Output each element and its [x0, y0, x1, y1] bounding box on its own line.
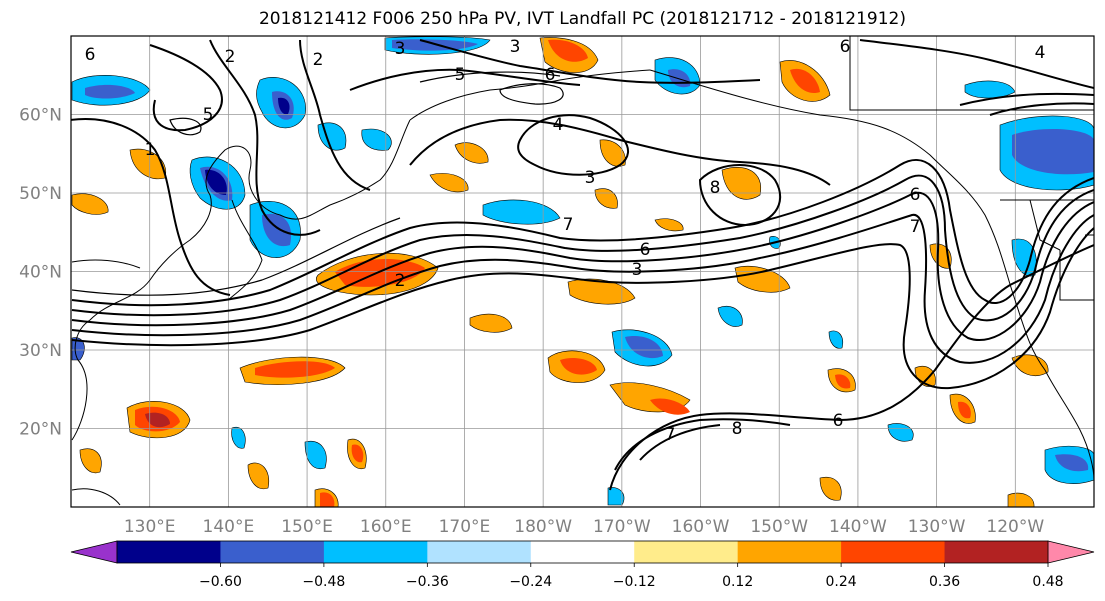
lon-label: 160°W	[672, 517, 730, 537]
lon-label: 120°W	[986, 517, 1044, 537]
coastlines	[71, 36, 1094, 506]
contour-label: 3	[632, 260, 643, 280]
longitude-labels: 130°E 140°E 150°E 160°E 170°E 180°W 170°W 160°W…	[124, 517, 1045, 537]
colorbar-tick-label: −0.36	[406, 574, 449, 590]
colorbar-tick-label: 0.36	[929, 574, 960, 590]
lon-label: 160°E	[360, 517, 412, 537]
lon-label: 170°E	[439, 517, 491, 537]
lon-label: 130°E	[124, 517, 176, 537]
colorbar-segment	[737, 541, 842, 563]
contour-label: 5	[203, 105, 214, 125]
contour-label: 3	[585, 168, 596, 188]
lat-label: 30°N	[19, 341, 62, 361]
lon-label: 150°E	[281, 517, 333, 537]
contour-label: 6	[840, 37, 851, 57]
lat-label: 50°N	[19, 184, 62, 204]
lon-label: 140°W	[829, 517, 887, 537]
colorbar-segment	[634, 541, 739, 563]
colorbar-segment	[530, 541, 635, 563]
contour-label: 7	[563, 215, 574, 235]
contour-label: 2	[225, 47, 236, 67]
lon-label: 180°W	[514, 517, 572, 537]
contour-label: 7	[665, 425, 676, 445]
colorbar-frame	[116, 540, 1049, 564]
contour-label: 6	[640, 240, 651, 260]
lat-label: 60°N	[19, 106, 62, 126]
colorbar-segment	[427, 541, 532, 563]
colorbar: −0.60 −0.48 −0.36 −0.24 −0.12 0.12 0.24 0.36 0.4…	[70, 540, 1095, 590]
contour-label: 4	[553, 115, 564, 135]
colorbar-extend-low	[70, 540, 118, 564]
lat-label: 40°N	[19, 263, 62, 283]
colorbar-tick-label: 0.24	[826, 574, 857, 590]
contour-label: 8	[732, 419, 743, 439]
pv-contours-thin	[71, 71, 564, 296]
colorbar-tick-label: −0.12	[613, 574, 656, 590]
colorbar-segment	[220, 541, 325, 563]
colorbar-tick-label: −0.60	[199, 574, 242, 590]
contour-label: 2	[395, 271, 406, 291]
contour-label: 8	[710, 178, 721, 198]
contour-label: 3	[395, 39, 406, 59]
contour-label: 6	[85, 45, 96, 65]
colorbar-tick-label: −0.48	[302, 574, 345, 590]
contour-label: 6	[833, 411, 844, 431]
positive-anomaly-regions	[71, 37, 1049, 507]
colorbar-tick-label: 0.12	[722, 574, 753, 590]
contour-label: 7	[910, 217, 921, 237]
negative-anomaly-regions	[71, 36, 1094, 506]
colorbar-tick-label: −0.24	[509, 574, 552, 590]
colorbar-segment	[944, 541, 1049, 563]
map-border	[70, 35, 1095, 508]
contour-label: 6	[910, 185, 921, 205]
lon-label: 140°E	[203, 517, 255, 537]
colorbar-extend-high	[1047, 540, 1095, 564]
contour-label: 2	[313, 50, 324, 70]
colorbar-tick-label: 0.48	[1032, 574, 1063, 590]
latitude-labels: 60°N 50°N 40°N 30°N 20°N	[19, 106, 62, 440]
map-title: 2018121412 F006 250 hPa PV, IVT Landfall…	[258, 9, 906, 29]
pv-contours	[71, 39, 1094, 491]
contour-label: 1	[145, 140, 156, 160]
contour-label: 5	[455, 65, 466, 85]
contour-label: 6	[545, 65, 556, 85]
lon-label: 150°W	[750, 517, 808, 537]
colorbar-segment	[841, 541, 946, 563]
colorbar-segment	[323, 541, 428, 563]
lat-label: 20°N	[19, 420, 62, 440]
contour-label: 4	[1035, 43, 1046, 63]
colorbar-segment	[117, 541, 221, 563]
pv-shading-layer	[71, 36, 1094, 507]
lon-label: 130°W	[908, 517, 966, 537]
lon-label: 170°W	[593, 517, 651, 537]
contour-label: 3	[510, 37, 521, 57]
